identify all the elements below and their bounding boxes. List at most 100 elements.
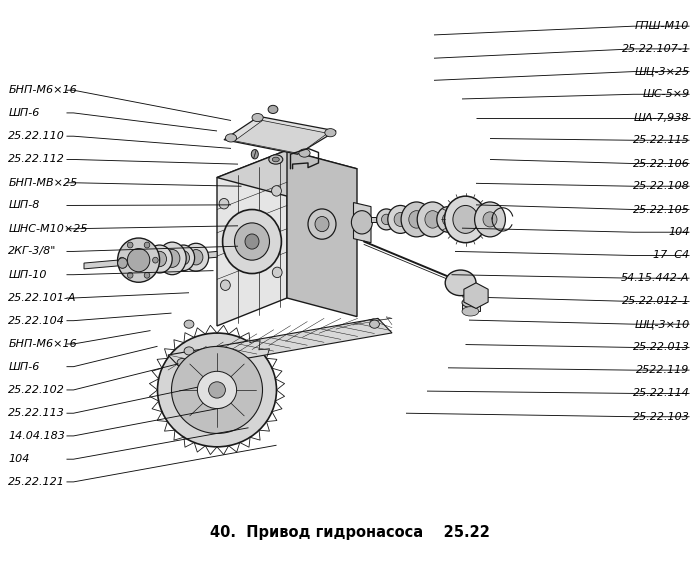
Ellipse shape (225, 134, 237, 142)
Ellipse shape (394, 212, 407, 226)
Ellipse shape (189, 250, 203, 265)
Text: ШП-6: ШП-6 (8, 361, 40, 372)
Text: ШП-6: ШП-6 (8, 108, 40, 118)
Ellipse shape (245, 234, 259, 249)
Text: 25.22.102: 25.22.102 (8, 385, 65, 395)
Ellipse shape (144, 272, 150, 278)
Ellipse shape (184, 320, 194, 328)
Text: ШП-10: ШП-10 (8, 269, 47, 280)
Text: 25.22.012-1: 25.22.012-1 (622, 296, 690, 307)
Ellipse shape (444, 196, 486, 243)
Ellipse shape (197, 371, 237, 409)
Ellipse shape (382, 214, 391, 225)
Ellipse shape (462, 298, 479, 307)
Text: 25.22.115: 25.22.115 (633, 135, 690, 146)
Text: 25.22.106: 25.22.106 (633, 158, 690, 169)
Ellipse shape (158, 242, 186, 275)
Ellipse shape (442, 213, 454, 226)
Text: 104: 104 (8, 454, 30, 464)
Polygon shape (464, 283, 488, 308)
Ellipse shape (143, 253, 154, 266)
Ellipse shape (183, 243, 209, 271)
Ellipse shape (153, 251, 167, 267)
Text: 25.22.103: 25.22.103 (633, 411, 690, 422)
Ellipse shape (118, 238, 160, 282)
Text: 25.22.101-А: 25.22.101-А (8, 293, 77, 303)
Ellipse shape (268, 105, 278, 113)
Text: ШП-8: ШП-8 (8, 200, 40, 211)
Text: 14.04.183: 14.04.183 (8, 431, 65, 441)
Text: 25.22.112: 25.22.112 (8, 154, 65, 165)
Polygon shape (371, 217, 483, 222)
Ellipse shape (223, 210, 281, 274)
Text: 25.22.107-1: 25.22.107-1 (622, 44, 690, 54)
Text: 25.22.105: 25.22.105 (633, 204, 690, 215)
Polygon shape (354, 203, 371, 243)
Ellipse shape (118, 258, 127, 268)
Ellipse shape (138, 248, 159, 271)
Text: 25.22.121: 25.22.121 (8, 477, 65, 487)
Ellipse shape (172, 245, 195, 271)
Text: ШС-5×9: ШС-5×9 (643, 89, 690, 100)
Ellipse shape (351, 211, 372, 234)
Ellipse shape (315, 217, 329, 232)
Ellipse shape (251, 150, 258, 159)
Ellipse shape (127, 242, 133, 248)
Text: ШЦ-3×25: ШЦ-3×25 (634, 66, 690, 77)
Polygon shape (224, 116, 336, 154)
Text: ГПШ-М10: ГПШ-М10 (635, 21, 690, 31)
Polygon shape (84, 251, 217, 269)
Ellipse shape (144, 242, 150, 248)
Ellipse shape (468, 288, 484, 303)
Polygon shape (168, 318, 392, 370)
Text: 40.  Привод гидронасоса    25.22: 40. Привод гидронасоса 25.22 (210, 525, 490, 540)
Ellipse shape (445, 270, 476, 296)
Text: БНП-МВ×25: БНП-МВ×25 (8, 178, 78, 188)
Text: ШНС-М10×25: ШНС-М10×25 (8, 223, 88, 234)
Ellipse shape (272, 267, 282, 278)
Text: 25.22.013: 25.22.013 (633, 342, 690, 353)
Ellipse shape (388, 205, 413, 233)
Ellipse shape (234, 223, 270, 260)
Text: БНП-М6×16: БНП-М6×16 (8, 339, 77, 349)
Ellipse shape (158, 333, 276, 447)
Text: 54.15.442-А: 54.15.442-А (621, 273, 690, 283)
Polygon shape (217, 150, 357, 196)
Ellipse shape (483, 212, 497, 227)
Text: 17  С4: 17 С4 (653, 250, 690, 261)
Text: 25.22.110: 25.22.110 (8, 131, 65, 141)
Text: ША-7,938: ША-7,938 (634, 112, 690, 123)
Ellipse shape (153, 257, 158, 263)
Text: БНП-М6×16: БНП-М6×16 (8, 85, 77, 95)
Text: 2522.119: 2522.119 (636, 365, 690, 375)
Text: 25.22.104: 25.22.104 (8, 315, 65, 326)
Ellipse shape (164, 250, 180, 267)
Polygon shape (234, 120, 328, 154)
Ellipse shape (409, 211, 424, 228)
Text: 25.22.113: 25.22.113 (8, 408, 65, 418)
Text: 2КГ-3/8": 2КГ-3/8" (8, 246, 57, 257)
Ellipse shape (184, 347, 194, 355)
Ellipse shape (425, 211, 440, 228)
Text: ШЦ-3×10: ШЦ-3×10 (634, 319, 690, 329)
Ellipse shape (272, 157, 279, 162)
Ellipse shape (475, 202, 505, 237)
Ellipse shape (462, 307, 479, 316)
Ellipse shape (147, 245, 172, 273)
Ellipse shape (177, 251, 190, 265)
Ellipse shape (220, 280, 230, 290)
Polygon shape (287, 150, 357, 317)
Ellipse shape (209, 382, 225, 398)
Ellipse shape (325, 129, 336, 137)
Ellipse shape (453, 205, 478, 233)
Ellipse shape (417, 202, 448, 237)
Polygon shape (217, 150, 287, 326)
Ellipse shape (119, 257, 125, 263)
Ellipse shape (308, 209, 336, 239)
Ellipse shape (437, 207, 459, 232)
Ellipse shape (219, 198, 229, 209)
Ellipse shape (272, 186, 281, 196)
Text: 25.22.114: 25.22.114 (633, 388, 690, 399)
Text: 25.22.108: 25.22.108 (633, 181, 690, 191)
Ellipse shape (299, 149, 310, 157)
